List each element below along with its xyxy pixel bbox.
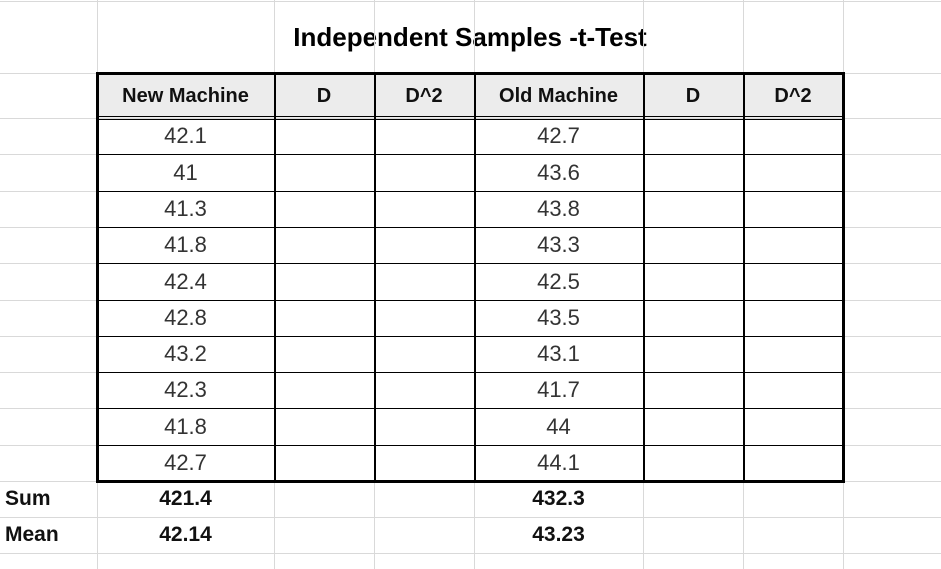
row-divider xyxy=(96,227,843,228)
empty-cell[interactable] xyxy=(643,227,743,263)
old-machine-cell[interactable]: 44 xyxy=(546,413,571,439)
row-divider xyxy=(96,336,843,337)
new-machine-cell[interactable]: 41.8 xyxy=(164,413,207,439)
new-machine-cell[interactable]: 42.4 xyxy=(164,268,207,294)
empty-cell[interactable] xyxy=(643,191,743,227)
new-machine-cell[interactable]: 42.1 xyxy=(164,123,207,148)
old-machine-cell[interactable]: 43.3 xyxy=(537,232,580,257)
empty-cell[interactable] xyxy=(743,300,843,336)
new-machine-cell[interactable]: 41.8 xyxy=(164,232,207,257)
empty-cell[interactable] xyxy=(274,118,374,154)
empty-cell[interactable] xyxy=(374,300,474,336)
column-divider xyxy=(643,72,645,481)
empty-cell[interactable] xyxy=(274,191,374,227)
gridline-horizontal xyxy=(0,553,941,554)
summary-label[interactable]: Sum xyxy=(5,487,51,510)
column-header[interactable]: D^2 xyxy=(743,74,843,118)
empty-cell[interactable] xyxy=(274,263,374,300)
new-machine-cell[interactable]: 43.2 xyxy=(164,341,207,366)
row-divider xyxy=(96,372,843,373)
gridline-horizontal xyxy=(0,517,941,518)
column-header[interactable]: D xyxy=(274,74,374,118)
old-machine-cell[interactable]: 42.7 xyxy=(537,123,580,148)
old-machine-cell[interactable]: 43.5 xyxy=(537,305,580,330)
summary-label[interactable]: Mean xyxy=(5,523,59,546)
column-divider xyxy=(743,72,745,481)
gridline-horizontal xyxy=(0,118,941,119)
row-divider xyxy=(96,263,843,264)
summary-old-machine[interactable]: 432.3 xyxy=(532,487,585,510)
table-border-top xyxy=(96,72,845,75)
empty-cell[interactable] xyxy=(743,154,843,191)
new-machine-cell[interactable]: 42.3 xyxy=(164,377,207,402)
empty-cell[interactable] xyxy=(643,263,743,300)
row-divider xyxy=(96,300,843,301)
summary-old-machine[interactable]: 43.23 xyxy=(532,523,585,546)
empty-cell[interactable] xyxy=(643,408,743,445)
empty-cell[interactable] xyxy=(274,154,374,191)
column-header[interactable]: Old Machine xyxy=(474,74,643,118)
summary-new-machine[interactable]: 42.14 xyxy=(159,523,212,546)
empty-cell[interactable] xyxy=(643,118,743,154)
sheet-title[interactable]: Independent Samples -t-Test xyxy=(293,22,647,52)
row-divider xyxy=(96,191,843,192)
empty-cell[interactable] xyxy=(743,445,843,481)
old-machine-cell[interactable]: 43.6 xyxy=(537,159,580,185)
new-machine-cell[interactable]: 42.7 xyxy=(164,450,207,475)
empty-cell[interactable] xyxy=(743,227,843,263)
header-double-line xyxy=(96,119,845,120)
row-divider xyxy=(96,154,843,155)
empty-cell[interactable] xyxy=(274,300,374,336)
empty-cell[interactable] xyxy=(743,191,843,227)
column-header[interactable]: D xyxy=(643,74,743,118)
table-border-bottom xyxy=(96,480,845,483)
gridline-horizontal xyxy=(0,1,941,2)
empty-cell[interactable] xyxy=(274,336,374,372)
column-divider xyxy=(474,72,476,481)
empty-cell[interactable] xyxy=(374,336,474,372)
header-double-line xyxy=(96,116,845,117)
new-machine-cell[interactable]: 41.3 xyxy=(164,196,207,221)
empty-cell[interactable] xyxy=(743,372,843,408)
old-machine-cell[interactable]: 44.1 xyxy=(537,450,580,475)
old-machine-cell[interactable]: 43.1 xyxy=(537,341,580,366)
old-machine-cell[interactable]: 43.8 xyxy=(537,196,580,221)
empty-cell[interactable] xyxy=(274,445,374,481)
row-divider xyxy=(96,445,843,446)
empty-cell[interactable] xyxy=(643,445,743,481)
empty-cell[interactable] xyxy=(643,154,743,191)
empty-cell[interactable] xyxy=(374,372,474,408)
summary-new-machine[interactable]: 421.4 xyxy=(159,487,212,510)
empty-cell[interactable] xyxy=(743,336,843,372)
empty-cell[interactable] xyxy=(374,263,474,300)
empty-cell[interactable] xyxy=(374,154,474,191)
empty-cell[interactable] xyxy=(643,300,743,336)
empty-cell[interactable] xyxy=(274,227,374,263)
empty-cell[interactable] xyxy=(743,118,843,154)
old-machine-cell[interactable]: 41.7 xyxy=(537,377,580,402)
empty-cell[interactable] xyxy=(743,408,843,445)
column-divider xyxy=(274,72,276,481)
column-header[interactable]: New Machine xyxy=(97,74,274,118)
column-divider xyxy=(374,72,376,481)
empty-cell[interactable] xyxy=(374,408,474,445)
table-border-left xyxy=(96,72,99,483)
empty-cell[interactable] xyxy=(274,372,374,408)
empty-cell[interactable] xyxy=(374,191,474,227)
new-machine-cell[interactable]: 42.8 xyxy=(164,305,207,330)
table-border-right xyxy=(842,72,845,483)
empty-cell[interactable] xyxy=(374,227,474,263)
old-machine-cell[interactable]: 42.5 xyxy=(537,268,580,294)
column-header[interactable]: D^2 xyxy=(374,74,474,118)
empty-cell[interactable] xyxy=(743,263,843,300)
row-divider xyxy=(96,408,843,409)
empty-cell[interactable] xyxy=(643,372,743,408)
empty-cell[interactable] xyxy=(374,445,474,481)
new-machine-cell[interactable]: 41 xyxy=(173,159,198,185)
empty-cell[interactable] xyxy=(643,336,743,372)
empty-cell[interactable] xyxy=(374,118,474,154)
empty-cell[interactable] xyxy=(274,408,374,445)
